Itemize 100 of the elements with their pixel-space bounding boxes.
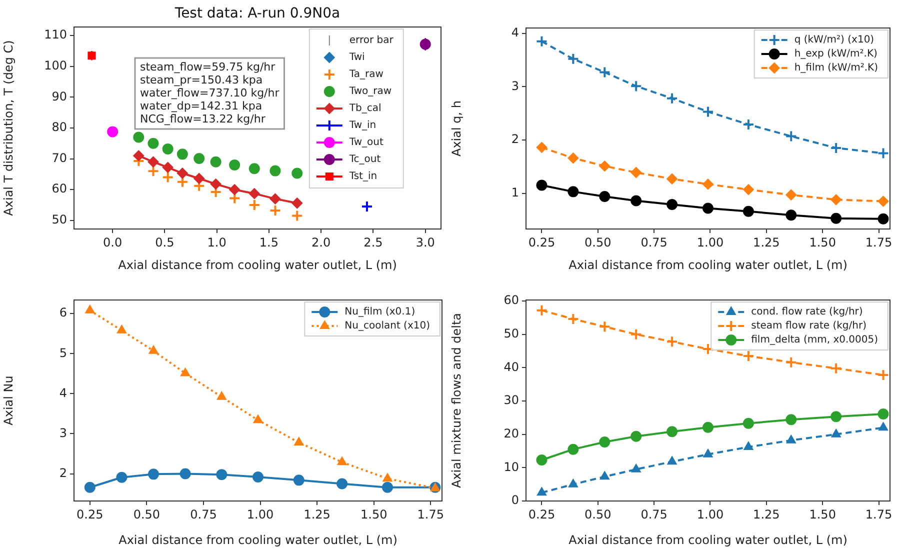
point [162,162,174,173]
point [176,168,188,179]
y-axis-title: Axial T distribution, T (deg C) [1,40,16,216]
x-tick-label: 1.50 [809,507,836,522]
legend-label: error bar [349,35,394,46]
x-tick-label: 2.5 [364,235,383,250]
point [830,212,842,224]
y-tick-label: 6 [59,306,67,320]
legend-label: Tc_out [348,154,381,166]
x-tick-label: 2.0 [312,235,331,250]
point [148,138,159,149]
legend-label: Tw_out [348,137,384,148]
x-axis-title: Axial distance from cooling water outlet, L (m) [568,258,848,272]
point [148,468,160,480]
y-tick-label: 3 [511,78,519,93]
x-axis-title: Axial distance from cooling water outlet, L (m) [568,532,848,547]
y-tick-label: 2 [511,132,519,146]
point [666,426,678,438]
point [133,150,144,162]
point [598,320,611,333]
point [785,356,798,368]
point [630,166,642,178]
point [248,163,260,174]
y-tick-label: 20 [504,426,519,440]
point [744,442,754,450]
point [229,159,240,170]
point [229,184,240,196]
point [830,411,842,422]
point [568,444,579,455]
point [786,189,797,200]
x-tick-label: 0.75 [640,507,668,522]
point [270,193,281,204]
point [176,148,188,160]
point [293,474,304,486]
point [568,186,579,198]
point [878,422,888,431]
point [536,304,548,316]
y-tick-label: 40 [504,360,519,374]
point [630,195,642,206]
point [536,487,547,496]
point [598,66,611,78]
y-tick-label: 0 [511,493,519,508]
point [337,456,347,466]
point [291,210,304,222]
point [216,469,228,480]
point [786,414,797,426]
x-tick-label: 1.00 [246,507,274,522]
y-tick-label: 110 [44,28,67,42]
point [742,418,754,429]
x-tick-label: 0.5 [155,235,174,250]
x-tick-label: 1.00 [696,235,724,250]
y-tick-label: 3 [59,426,67,440]
y-tick-label: 2 [59,466,67,480]
y-axis-title: Axial q, h [449,100,464,156]
point [742,184,754,196]
y-tick-label: 50 [52,212,67,227]
point [599,436,610,448]
point [831,428,841,438]
x-axis-title: Axial distance from cooling water outlet, L (m) [118,258,397,272]
point [210,156,222,168]
point [360,200,373,213]
point [382,482,393,493]
point [567,313,580,325]
point [568,152,579,164]
point [248,198,260,211]
legend-label: h_film (kW/m².K) [794,62,878,74]
legend-label: steam flow rate (kg/hr) [751,320,867,332]
point [292,168,303,179]
x-tick-label: 0.25 [528,235,556,250]
point [336,478,348,490]
point [703,448,713,458]
point [702,178,714,190]
point [830,362,842,374]
legend-label: h_exp (kW/m².K) [794,48,878,60]
point [630,328,642,340]
x-tick-label: 0.50 [584,507,612,522]
point [147,165,160,178]
point [830,142,842,154]
point [270,165,281,176]
legend-label: Tb_cal [348,103,382,114]
legend-label: cond. flow rate (kg/hr) [751,306,863,318]
legend-label: Tst_in [348,171,378,182]
y-tick-label: 10 [504,460,519,474]
y-tick-label: 70 [52,150,67,165]
x-tick-label: 1.5 [259,235,279,250]
x-tick-label: 1.75 [865,235,892,250]
x-tick-label: 0.75 [640,235,668,250]
legend-label: Tw_in [348,120,376,132]
point [269,204,282,217]
point [248,188,260,200]
y-tick-label: 60 [504,293,519,308]
point [742,206,754,217]
x-tick-label: 1.25 [304,507,330,522]
y-tick-label: 100 [44,58,67,73]
point [742,118,754,130]
point [148,156,159,168]
point [600,471,610,480]
x-tick-label: 0.25 [76,507,104,522]
y-tick-label: 30 [504,393,519,408]
point [536,180,548,191]
